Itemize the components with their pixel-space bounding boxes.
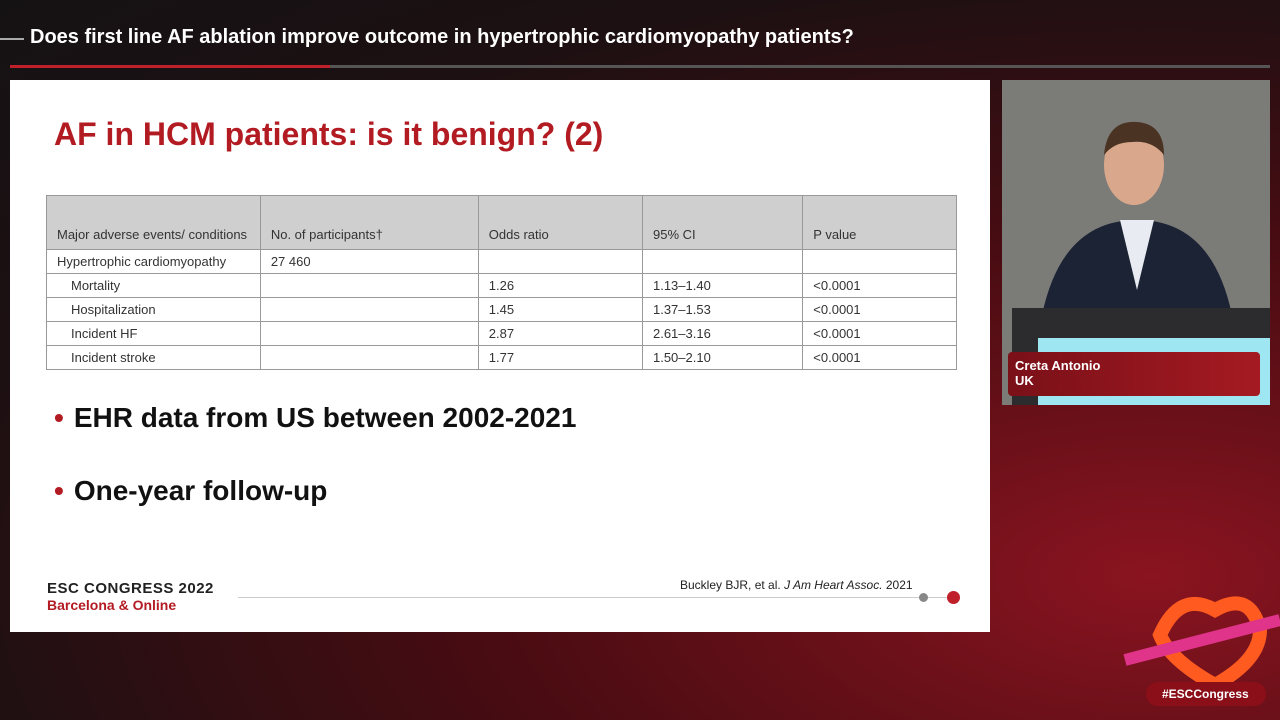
table-row: Incident HF 2.87 2.61–3.16 <0.0001 xyxy=(46,321,957,346)
table-cell: 1.13–1.40 xyxy=(641,273,804,298)
header-row: Major adverse events/ conditions No. of p… xyxy=(46,195,957,250)
table-cell: Hospitalization xyxy=(46,297,261,322)
table-cell: 1.26 xyxy=(477,273,643,298)
table-row: Incident stroke 1.77 1.50–2.10 <0.0001 xyxy=(46,345,957,370)
congress-location: Barcelona & Online xyxy=(47,597,177,613)
progress-bar xyxy=(10,65,330,68)
footer-dot xyxy=(919,593,928,602)
column-header: 95% CI xyxy=(641,195,804,250)
table-row: Hospitalization 1.45 1.37–1.53 <0.0001 xyxy=(46,297,957,322)
table-row: Hypertrophic cardiomyopathy 27 460 xyxy=(46,249,957,274)
bullet: One-year follow-up xyxy=(54,475,328,507)
table-row: Mortality 1.26 1.13–1.40 <0.0001 xyxy=(46,273,957,298)
column-header: Odds ratio xyxy=(477,195,643,250)
table-cell xyxy=(477,249,643,274)
table-cell: 1.37–1.53 xyxy=(641,297,804,322)
hashtag: #ESCCongress xyxy=(1146,682,1266,706)
footer-dot xyxy=(947,591,960,604)
table-cell: Hypertrophic cardiomyopathy xyxy=(46,249,261,274)
table-cell xyxy=(259,345,479,370)
congress-name: ESC CONGRESS 2022 xyxy=(47,580,214,597)
table-cell: 2.61–3.16 xyxy=(641,321,804,346)
results-table: Major adverse events/ conditions No. of p… xyxy=(46,195,957,370)
citation-journal: J Am Heart Assoc. xyxy=(784,578,883,592)
column-header: P value xyxy=(802,195,957,250)
table-cell xyxy=(802,249,957,274)
speaker-name: Creta Antonio xyxy=(1015,358,1101,373)
column-header: Major adverse events/ conditions xyxy=(46,195,261,250)
table-cell xyxy=(259,321,479,346)
table-cell: 2.87 xyxy=(477,321,643,346)
table-cell: <0.0001 xyxy=(802,297,957,322)
slide-title: AF in HCM patients: is it benign? (2) xyxy=(54,116,604,152)
column-header: No. of participants† xyxy=(259,195,479,250)
bullet: EHR data from US between 2002-2021 xyxy=(54,402,577,434)
table-cell: 1.77 xyxy=(477,345,643,370)
table-cell xyxy=(259,273,479,298)
progress-track xyxy=(10,65,1270,68)
table-cell: 27 460 xyxy=(259,249,479,274)
table-cell: Incident HF xyxy=(46,321,261,346)
slide: AF in HCM patients: is it benign? (2) Ma… xyxy=(10,80,990,632)
citation: Buckley BJR, et al. J Am Heart Assoc. 20… xyxy=(680,578,913,592)
citation-year: 2021 xyxy=(885,578,913,592)
table-cell: Mortality xyxy=(46,273,261,298)
speaker-country: UK xyxy=(1015,373,1034,388)
table-cell: 1.50–2.10 xyxy=(641,345,804,370)
session-title: Does first line AF ablation improve outc… xyxy=(30,26,854,48)
progress-dot xyxy=(0,38,24,40)
table-cell xyxy=(641,249,804,274)
table-cell: <0.0001 xyxy=(802,321,957,346)
table-cell: Incident stroke xyxy=(46,345,261,370)
table-cell: <0.0001 xyxy=(802,273,957,298)
table-cell: 1.45 xyxy=(477,297,643,322)
speaker-badge: Creta Antonio UK xyxy=(1008,352,1260,396)
footer-line xyxy=(238,597,958,598)
citation-authors: Buckley BJR, et al. xyxy=(680,578,781,592)
esc-logo xyxy=(1123,596,1280,690)
table-cell xyxy=(259,297,479,322)
table-cell: <0.0001 xyxy=(802,345,957,370)
